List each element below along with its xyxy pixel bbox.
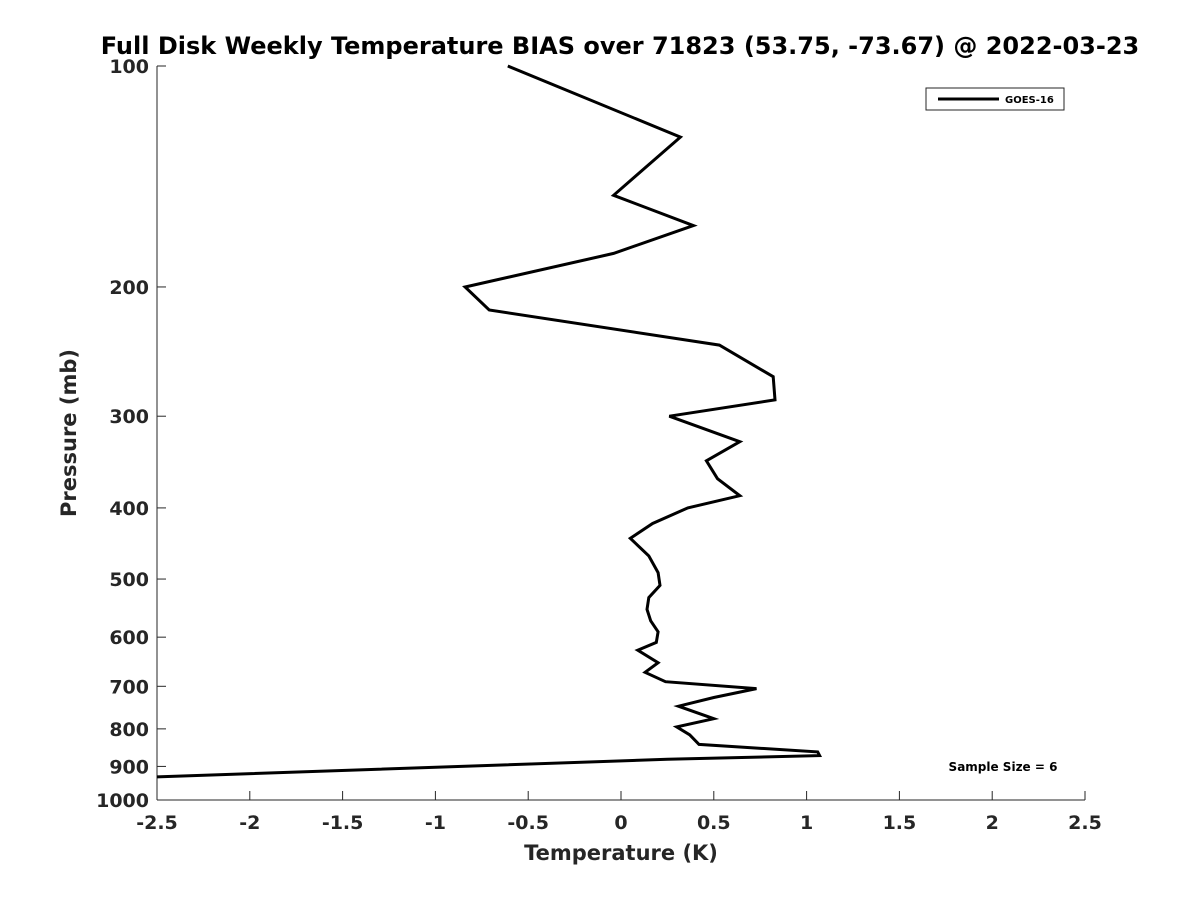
x-tick-label: -1 — [425, 812, 446, 834]
y-tick-label: 700 — [109, 676, 149, 698]
y-axis-label: Pressure (mb) — [57, 349, 81, 517]
x-tick-label: 2.5 — [1068, 812, 1102, 834]
y-tick-label: 900 — [109, 756, 149, 778]
legend: GOES-16 — [925, 87, 1065, 111]
chart-title: Full Disk Weekly Temperature BIAS over 7… — [101, 32, 1140, 60]
y-tick-label: 300 — [109, 406, 149, 428]
y-tick-label: 500 — [109, 569, 149, 591]
x-tick-label: -2 — [239, 812, 260, 834]
plot-area: -2.5 -2 -1.5 -1 -0.5 0 0.5 1 1.5 2 2.5 100 200 300 40… — [96, 56, 1102, 834]
y-tick-label: 1000 — [96, 790, 149, 812]
y-tick-label: 200 — [109, 277, 149, 299]
y-axis-ticks: 100 200 300 400 500 600 700 800 900 1000 — [96, 56, 166, 812]
x-axis-label: Temperature (K) — [524, 841, 718, 865]
sample-size-annotation: Sample Size = 6 — [949, 760, 1058, 774]
legend-label-goes-16: GOES-16 — [1005, 95, 1054, 106]
y-tick-label: 100 — [109, 56, 149, 78]
x-tick-label: -0.5 — [507, 812, 549, 834]
x-tick-label: 1 — [800, 812, 813, 834]
y-tick-label: 400 — [109, 498, 149, 520]
x-tick-label: 0.5 — [697, 812, 731, 834]
series-line-goes-16 — [156, 64, 823, 779]
x-tick-label: -2.5 — [136, 812, 178, 834]
x-axis-ticks: -2.5 -2 -1.5 -1 -0.5 0 0.5 1 1.5 2 2.5 — [136, 791, 1102, 834]
x-tick-label: 1.5 — [883, 812, 917, 834]
y-tick-label: 600 — [109, 627, 149, 649]
x-tick-label: 0 — [614, 812, 627, 834]
y-tick-label: 800 — [109, 719, 149, 741]
x-tick-label: 2 — [986, 812, 999, 834]
x-tick-label: -1.5 — [322, 812, 364, 834]
